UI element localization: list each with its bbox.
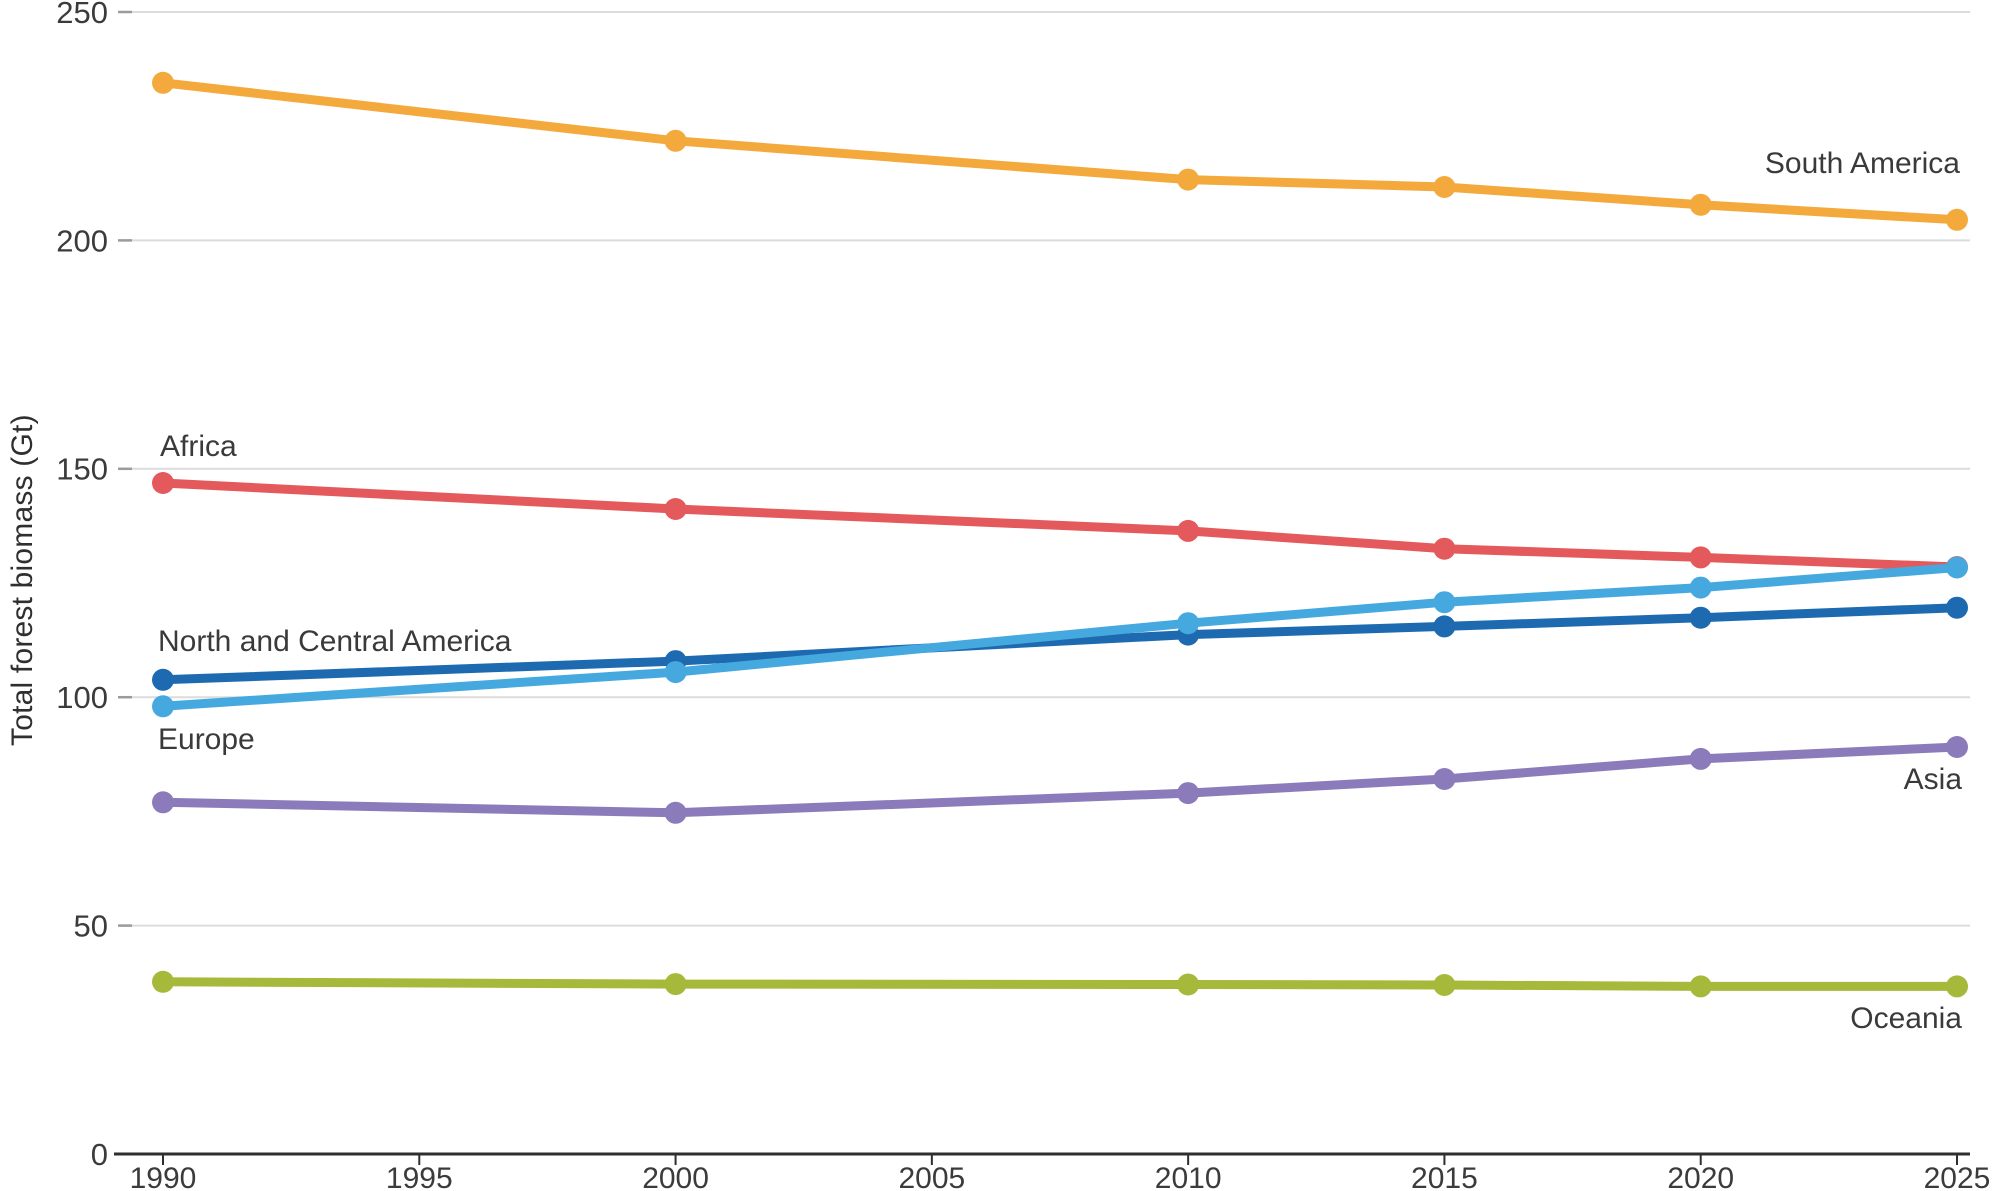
series-label-asia: Asia <box>1904 763 1963 796</box>
series-label-oceania: Oceania <box>1850 1002 1962 1035</box>
data-point-asia-2010[interactable] <box>1177 782 1200 805</box>
data-point-south-america-2000[interactable] <box>664 129 687 152</box>
x-tick-label-2020: 2020 <box>1667 1162 1734 1191</box>
data-point-europe-2025[interactable] <box>1946 556 1968 579</box>
data-point-asia-1990[interactable] <box>152 791 174 814</box>
y-tick-label-250: 250 <box>56 0 108 30</box>
y-tick-label-0: 0 <box>91 1137 108 1172</box>
data-point-africa-2000[interactable] <box>664 498 687 520</box>
x-tick-label-2010: 2010 <box>1155 1162 1222 1191</box>
data-point-oceania-2020[interactable] <box>1689 975 1712 998</box>
x-tick-label-1990: 1990 <box>130 1162 197 1191</box>
series-label-africa: Africa <box>160 430 237 463</box>
data-point-south-america-2015[interactable] <box>1433 176 1456 198</box>
data-point-europe-2010[interactable] <box>1177 612 1200 635</box>
y-tick-label-50: 50 <box>74 908 108 943</box>
x-tick-label-2000: 2000 <box>642 1162 709 1191</box>
data-point-north-and-central-america-2020[interactable] <box>1689 606 1712 629</box>
x-tick-label-2005: 2005 <box>898 1162 965 1191</box>
data-point-north-and-central-america-1990[interactable] <box>152 668 174 691</box>
series-line-europe <box>158 563 1962 711</box>
data-point-oceania-2015[interactable] <box>1433 974 1456 996</box>
series-label-north-and-central-america: North and Central America <box>158 625 512 658</box>
data-point-oceania-2025[interactable] <box>1946 975 1968 998</box>
series-line-oceania <box>158 977 1962 991</box>
x-tick-label-2015: 2015 <box>1411 1162 1478 1191</box>
x-tick-label-1995: 1995 <box>386 1162 453 1191</box>
data-point-north-and-central-america-2015[interactable] <box>1433 615 1456 638</box>
data-point-oceania-2010[interactable] <box>1177 973 1200 996</box>
data-point-africa-2020[interactable] <box>1689 546 1712 569</box>
data-point-asia-2015[interactable] <box>1433 768 1456 790</box>
series-label-europe: Europe <box>158 723 255 756</box>
data-point-south-america-2010[interactable] <box>1177 168 1200 191</box>
y-tick-label-100: 100 <box>56 680 108 715</box>
data-point-asia-2000[interactable] <box>664 801 687 824</box>
data-point-europe-1990[interactable] <box>152 695 174 718</box>
series-line-asia <box>158 742 1962 818</box>
data-point-north-and-central-america-2025[interactable] <box>1946 596 1968 619</box>
y-tick-label-200: 200 <box>56 223 108 258</box>
series-label-south-america: South America <box>1765 147 1960 180</box>
data-point-south-america-1990[interactable] <box>152 71 174 94</box>
x-tick-label-2025: 2025 <box>1924 1162 1991 1191</box>
y-tick-label-150: 150 <box>56 452 108 487</box>
data-point-asia-2020[interactable] <box>1689 747 1712 770</box>
data-point-africa-1990[interactable] <box>152 472 174 494</box>
data-point-oceania-2000[interactable] <box>664 973 687 996</box>
series-line-africa <box>158 478 1962 572</box>
data-point-africa-2010[interactable] <box>1177 519 1200 542</box>
data-point-europe-2015[interactable] <box>1433 591 1456 614</box>
data-point-south-america-2020[interactable] <box>1689 193 1712 216</box>
data-point-europe-2020[interactable] <box>1689 576 1712 599</box>
data-point-asia-2025[interactable] <box>1946 736 1968 758</box>
data-point-europe-2000[interactable] <box>664 661 687 684</box>
series-line-north-and-central-america <box>158 603 1962 685</box>
data-point-oceania-1990[interactable] <box>152 970 174 993</box>
data-point-south-america-2025[interactable] <box>1946 208 1968 231</box>
data-point-africa-2015[interactable] <box>1433 537 1456 560</box>
series-line-south-america <box>158 78 1962 225</box>
